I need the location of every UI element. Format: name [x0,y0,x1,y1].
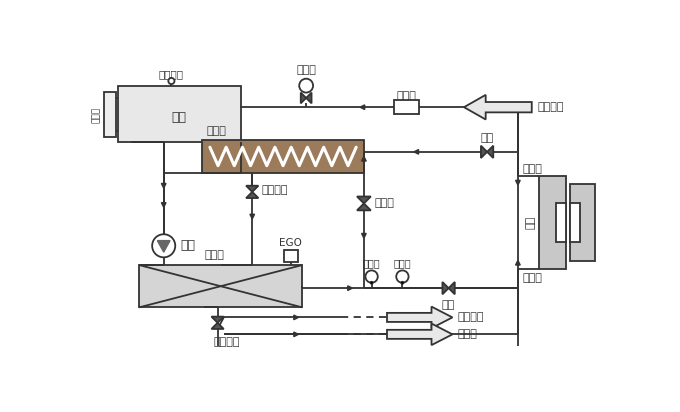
Text: 冷卻器: 冷卻器 [206,126,226,136]
Text: EGO: EGO [279,238,302,248]
Bar [284,250,298,262]
Text: 加熱器: 加熱器 [205,250,224,260]
Polygon shape [246,186,258,192]
Circle shape [401,281,404,284]
Polygon shape [246,192,258,198]
Polygon shape [443,282,449,294]
Polygon shape [387,307,452,328]
Text: ~: ~ [301,81,311,91]
FancyBboxPatch shape [118,87,241,142]
Text: 球閥: 球閥 [442,300,455,310]
Text: 排油口: 排油口 [458,329,478,339]
Polygon shape [357,204,371,211]
Polygon shape [211,323,224,329]
Bar [539,176,566,269]
Polygon shape [161,203,166,207]
Polygon shape [211,317,224,323]
Polygon shape [414,150,419,154]
Text: 油箱: 油箱 [171,111,186,124]
Text: 壓力錶: 壓力錶 [394,258,411,268]
Text: 冷卻水出: 冷卻水出 [458,312,484,323]
Polygon shape [306,93,311,103]
Text: 至模具: 至模具 [522,273,543,283]
Bar [139,265,303,307]
Polygon shape [357,197,371,204]
Polygon shape [362,157,367,161]
Polygon shape [294,332,299,337]
Polygon shape [347,286,352,290]
Bar [202,140,364,173]
Polygon shape [362,234,367,238]
Polygon shape [487,146,493,158]
Text: 旁通閥: 旁通閥 [375,199,394,208]
Bar [394,100,419,114]
Text: 泵浦: 泵浦 [181,239,196,252]
Text: 球閥: 球閥 [481,133,494,143]
Bar [571,184,595,261]
Text: 模具: 模具 [526,216,536,229]
Circle shape [152,234,175,258]
Polygon shape [360,105,364,110]
Bar [571,204,579,242]
Circle shape [396,270,409,283]
Polygon shape [157,241,170,252]
Polygon shape [250,214,254,219]
Circle shape [365,270,378,283]
Text: 冷卻水進: 冷卻水進 [537,102,564,112]
Text: 液位閥關: 液位閥關 [159,69,184,79]
Text: T: T [288,251,294,261]
Text: 排油球閥: 排油球閥 [214,337,240,346]
Polygon shape [481,146,487,158]
Polygon shape [161,183,166,188]
Text: 感溫計: 感溫計 [363,258,380,268]
Polygon shape [515,260,520,265]
Text: 過濾器: 過濾器 [396,91,416,101]
Text: 電磁閥: 電磁閥 [296,65,316,75]
Text: 排油球閥: 排油球閥 [262,185,288,195]
Polygon shape [294,315,299,320]
Circle shape [370,281,373,284]
Circle shape [299,79,313,93]
Polygon shape [515,180,520,185]
Circle shape [169,78,175,84]
Text: 液位鏡: 液位鏡 [91,106,101,122]
Text: 模具回: 模具回 [522,164,543,174]
Polygon shape [449,282,455,294]
Polygon shape [301,93,306,103]
Polygon shape [464,95,532,119]
Bar [556,204,566,242]
Bar [103,92,116,137]
Polygon shape [387,323,452,345]
